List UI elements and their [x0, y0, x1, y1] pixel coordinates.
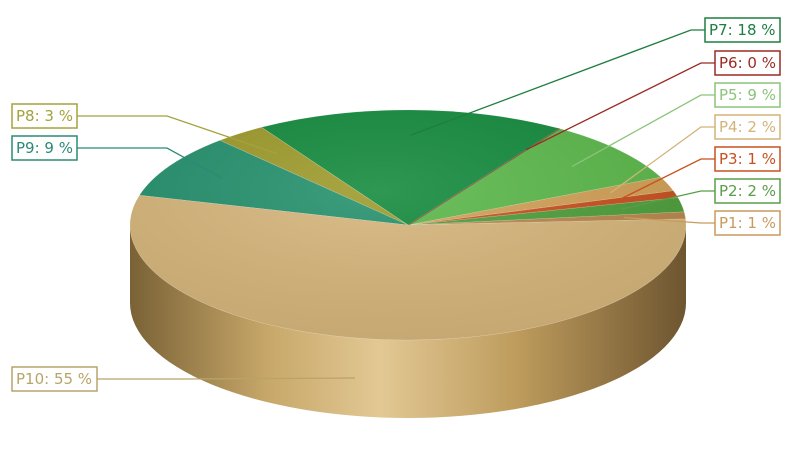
- leader-line-p3: [616, 158, 715, 202]
- slice-label-p1: P1: 1 %: [714, 210, 781, 236]
- slice-label-box: [11, 135, 78, 161]
- slice-label-text: P8: 3 %: [16, 107, 73, 125]
- leader-line-p10: [97, 377, 356, 380]
- slice-label-p7: P7: 18 %: [704, 17, 781, 43]
- slice-label-p10: P10: 55 %: [11, 366, 98, 392]
- leader-line-p6: [525, 62, 715, 151]
- slice-label-box: [714, 210, 781, 236]
- slice-label-text: P3: 1 %: [719, 150, 776, 168]
- slice-label-p2: P2: 2 %: [714, 178, 781, 204]
- slice-label-p9: P9: 9 %: [11, 135, 78, 161]
- slice-label-box: [714, 146, 781, 172]
- slice-label-box: [11, 103, 78, 129]
- slice-label-text: P9: 9 %: [16, 139, 73, 157]
- slice-labels: P1: 1 % P2: 2 % P3: 1 % P4: 2 % P5: 9 % P6: 0…: [11, 17, 781, 392]
- leader-line-p8: [77, 115, 278, 155]
- leader-line-p7: [410, 29, 705, 136]
- slice-label-box: [714, 178, 781, 204]
- pie-side-wall: [130, 225, 686, 418]
- slice-label-box: [11, 366, 98, 392]
- leader-line-p1: [624, 216, 715, 224]
- slice-label-text: P7: 18 %: [709, 21, 776, 39]
- leader-line-p4: [610, 126, 715, 194]
- slice-label-text: P10: 55 %: [16, 370, 92, 388]
- leader-line-p2: [621, 190, 715, 210]
- slice-label-box: [714, 82, 781, 108]
- slice-label-box: [714, 50, 781, 76]
- slice-label-text: P4: 2 %: [719, 118, 776, 136]
- slice-label-p6: P6: 0 %: [714, 50, 781, 76]
- leader-line-p5: [571, 94, 715, 167]
- slice-label-p3: P3: 1 %: [714, 146, 781, 172]
- slice-label-p8: P8: 3 %: [11, 103, 78, 129]
- slice-label-text: P6: 0 %: [719, 54, 776, 72]
- slice-label-text: P2: 2 %: [719, 182, 776, 200]
- slice-label-box: [704, 17, 781, 43]
- slice-label-text: P5: 9 %: [719, 86, 776, 104]
- leader-lines: [77, 29, 715, 380]
- leader-line-p9: [77, 147, 223, 180]
- pie-side: [130, 225, 686, 418]
- pie-slices: [129, 109, 687, 341]
- slice-label-p5: P5: 9 %: [714, 82, 781, 108]
- slice-label-p4: P4: 2 %: [714, 114, 781, 140]
- slice-label-text: P1: 1 %: [719, 214, 776, 232]
- slice-label-box: [714, 114, 781, 140]
